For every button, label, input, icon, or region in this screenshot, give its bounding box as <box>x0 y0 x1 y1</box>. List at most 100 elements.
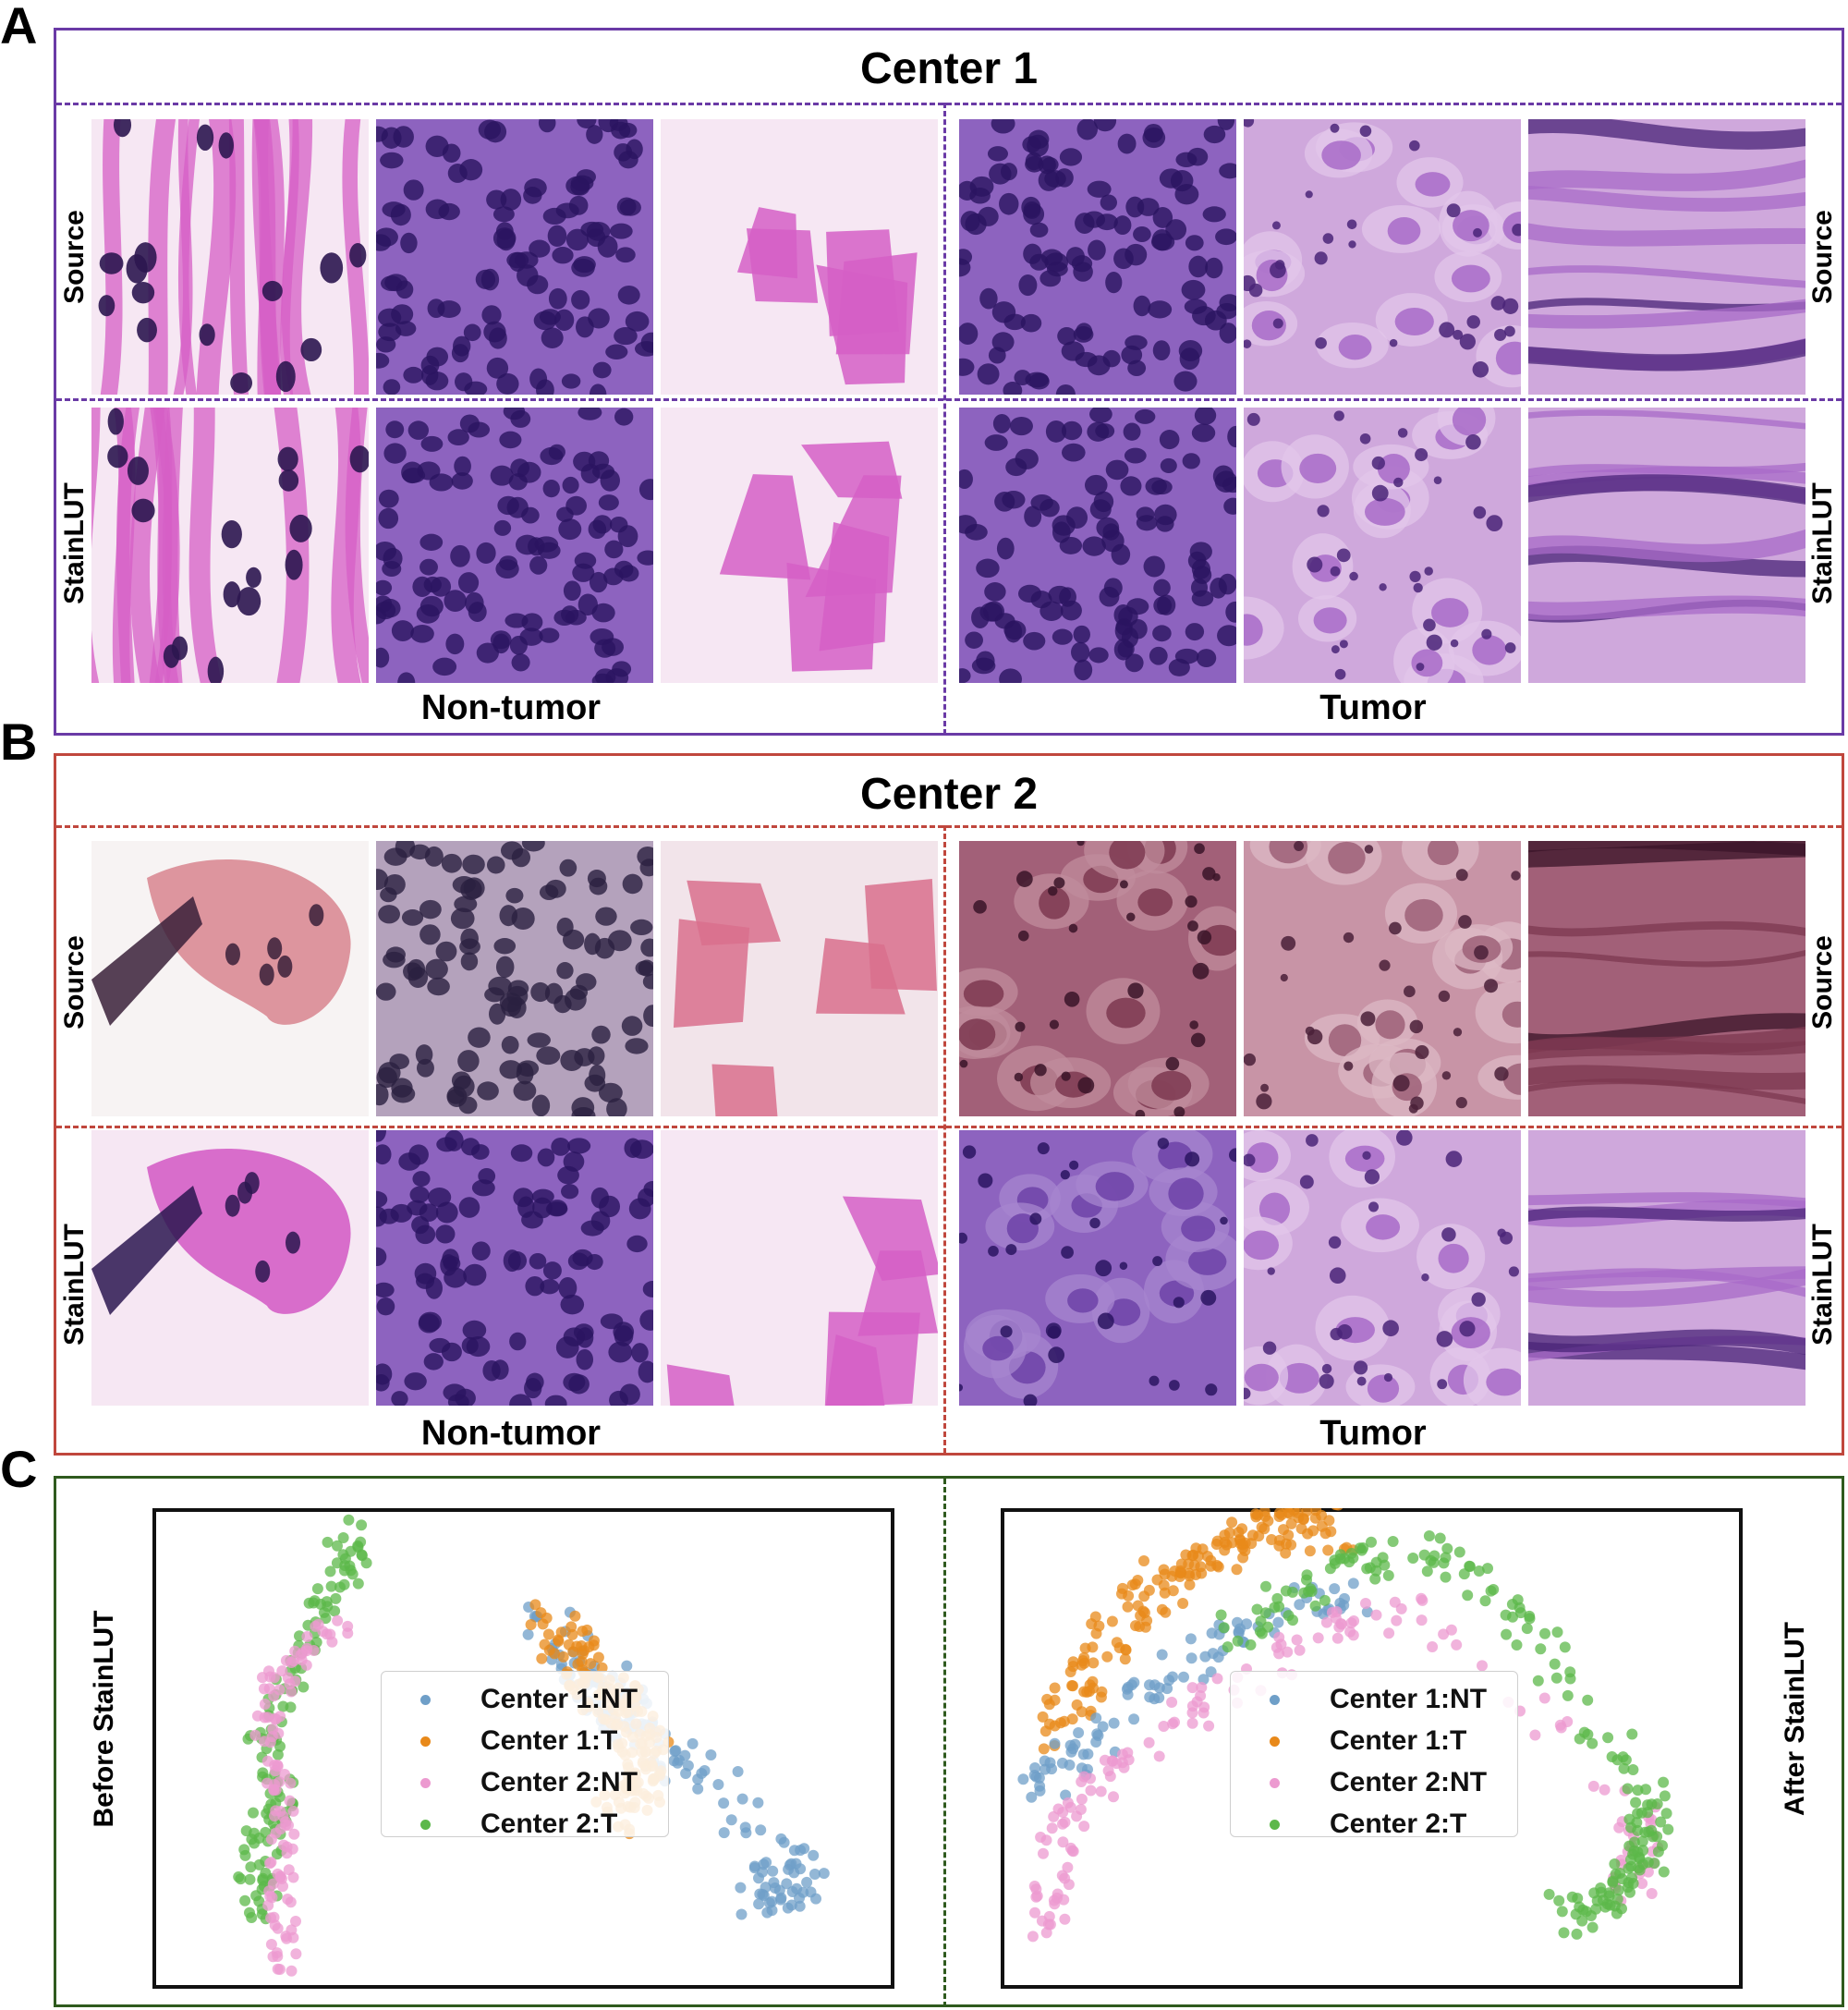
point-center-2-nt <box>342 1627 354 1639</box>
point-center-2-t <box>1377 1552 1389 1564</box>
legend-label: Center 1:T <box>1330 1725 1467 1756</box>
c1-src-t-2-image <box>1244 119 1521 395</box>
point-center-1-t <box>1132 1600 1144 1612</box>
point-center-2-nt <box>249 1729 261 1741</box>
point-center-1-t <box>1316 1520 1328 1532</box>
point-center-2-nt <box>286 1965 298 1977</box>
point-center-2-t <box>1559 1641 1571 1653</box>
point-center-2-t <box>309 1595 321 1607</box>
point-center-1-nt <box>736 1793 748 1805</box>
point-center-2-nt <box>1331 1632 1343 1644</box>
point-center-2-nt <box>1078 1821 1090 1833</box>
point-center-1-nt <box>1091 1728 1103 1740</box>
legend-label: Center 1:T <box>480 1725 618 1756</box>
point-center-2-t <box>270 1797 282 1809</box>
point-center-2-t <box>1616 1873 1628 1885</box>
point-center-2-nt <box>1075 1804 1087 1815</box>
point-center-2-t <box>1553 1894 1565 1906</box>
legend-before: Center 1:NT Center 1:T Center 2:NT Cente… <box>381 1671 669 1839</box>
point-center-2-nt <box>289 1645 301 1657</box>
point-center-1-t <box>525 1619 537 1630</box>
point-center-2-nt <box>287 1805 299 1817</box>
point-center-2-nt <box>1064 1801 1076 1813</box>
point-center-2-t <box>239 1894 251 1906</box>
point-center-1-t <box>1111 1637 1123 1649</box>
panel-a-row-label-source-right: Source <box>1807 210 1838 304</box>
point-center-2-nt <box>277 1810 289 1822</box>
point-center-2-t <box>1511 1639 1523 1651</box>
point-center-2-t <box>249 1827 260 1839</box>
point-center-2-t <box>1482 1563 1493 1575</box>
point-center-1-nt <box>732 1766 744 1777</box>
after-stainlut-label: After StainLUT <box>1780 1622 1810 1816</box>
point-center-2-t <box>1648 1858 1660 1870</box>
legend-label: Center 1:NT <box>480 1684 638 1714</box>
point-center-1-t <box>1273 1534 1285 1546</box>
point-center-2-t <box>1633 1862 1645 1874</box>
point-center-2-nt <box>270 1805 282 1817</box>
point-center-1-nt <box>1028 1770 1040 1781</box>
point-center-1-t <box>1143 1584 1155 1596</box>
point-center-2-t <box>256 1908 268 1920</box>
point-center-1-nt <box>753 1898 765 1910</box>
point-center-2-nt <box>286 1657 298 1668</box>
point-center-1-nt <box>1090 1712 1102 1724</box>
point-center-2-t <box>1500 1609 1512 1621</box>
point-center-1-t <box>1037 1711 1049 1723</box>
point-center-1-nt <box>680 1768 692 1779</box>
point-center-1-t <box>1067 1680 1078 1692</box>
point-center-2-nt <box>265 1833 277 1846</box>
point-center-2-t <box>1366 1536 1377 1548</box>
point-center-1-nt <box>736 1908 748 1920</box>
point-center-2-nt <box>1529 1729 1541 1741</box>
point-center-2-t <box>1434 1532 1446 1544</box>
point-center-1-t <box>1266 1534 1278 1545</box>
point-center-2-nt <box>269 1712 281 1724</box>
point-center-2-t <box>311 1583 323 1595</box>
point-center-2-nt <box>317 1626 329 1638</box>
point-center-2-t <box>1245 1638 1257 1651</box>
legend-label: Center 1:NT <box>1330 1684 1488 1714</box>
legend-item: Center 2:T <box>1231 1806 1466 1843</box>
point-center-1-t <box>1177 1598 1189 1609</box>
point-center-2-nt <box>1273 1648 1285 1660</box>
point-center-2-nt <box>1438 1628 1450 1640</box>
panel-b-top-divider <box>56 825 1842 828</box>
point-center-1-t <box>1288 1508 1300 1517</box>
point-center-1-nt <box>761 1906 773 1919</box>
point-center-2-t <box>324 1565 336 1578</box>
point-center-2-t <box>1566 1891 1578 1903</box>
point-center-2-t <box>1319 1594 1331 1606</box>
point-center-2-t <box>1407 1553 1419 1564</box>
c2-lut-nt-3-image <box>661 1130 938 1406</box>
point-center-2-t <box>1623 1862 1635 1874</box>
point-center-2-nt <box>1057 1836 1069 1848</box>
point-center-1-nt <box>748 1862 760 1874</box>
point-center-1-nt <box>801 1876 813 1888</box>
point-center-2-t <box>1624 1886 1635 1898</box>
point-center-2-nt <box>290 1948 302 1960</box>
point-center-2-t <box>1602 1732 1614 1744</box>
point-center-1-t <box>537 1618 549 1630</box>
point-center-2-nt <box>1275 1638 1287 1651</box>
point-center-1-t <box>1090 1627 1102 1639</box>
point-center-2-t <box>1626 1728 1638 1740</box>
point-center-1-t <box>1038 1743 1050 1755</box>
point-center-2-nt <box>1049 1898 1061 1910</box>
point-center-1-nt <box>755 1824 767 1836</box>
point-center-2-t <box>1658 1776 1670 1788</box>
point-center-1-t <box>557 1651 569 1663</box>
point-center-2-t <box>1453 1546 1465 1558</box>
point-center-2-nt <box>285 1896 297 1908</box>
legend-item: Center 1:T <box>1231 1723 1466 1760</box>
point-center-1-t <box>1088 1657 1100 1669</box>
point-center-2-t <box>1587 1921 1599 1933</box>
point-center-1-t <box>1106 1615 1118 1627</box>
point-center-2-nt <box>274 1871 286 1883</box>
point-center-2-nt <box>1211 1673 1223 1685</box>
panel-a-group-label-tumor: Tumor <box>1319 688 1427 727</box>
point-center-1-t <box>1223 1527 1235 1539</box>
point-center-2-t <box>1260 1580 1271 1592</box>
point-center-2-t <box>1626 1872 1638 1883</box>
point-center-1-t <box>1122 1601 1134 1613</box>
